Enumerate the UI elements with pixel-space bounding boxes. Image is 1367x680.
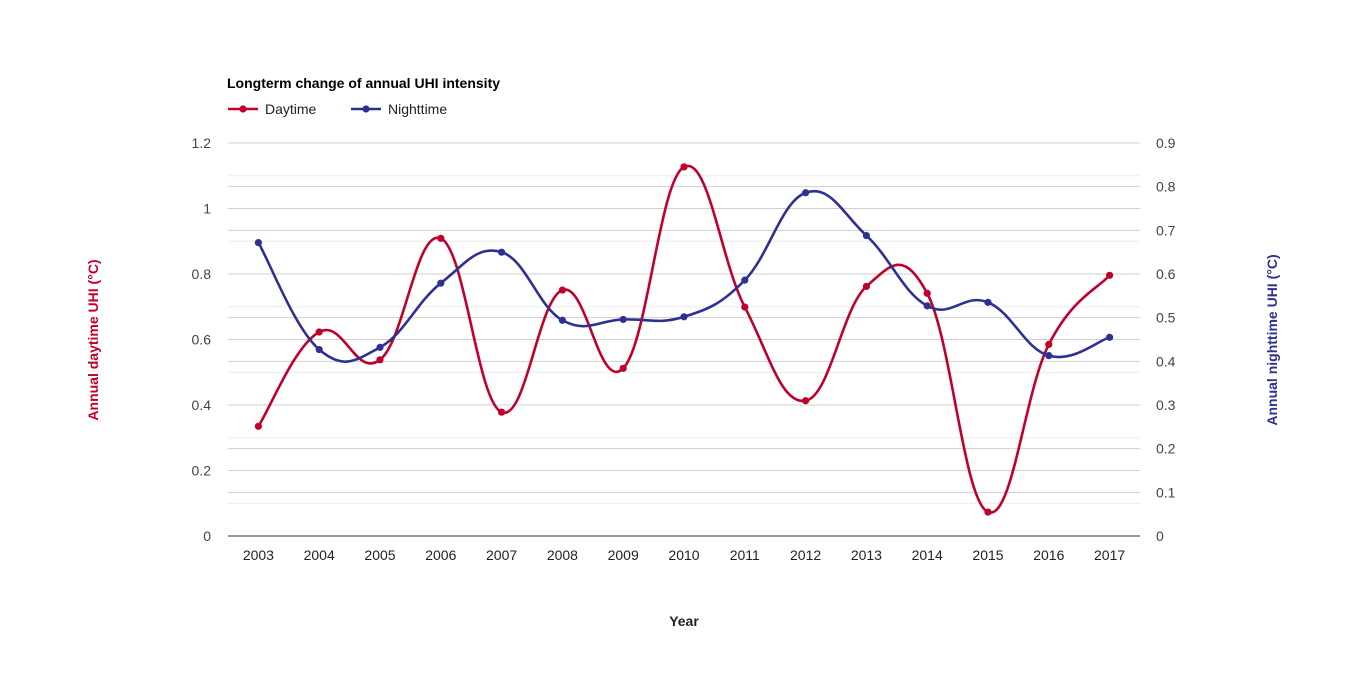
x-tick-label: 2010 xyxy=(668,547,699,563)
x-tick-label: 2006 xyxy=(425,547,456,563)
left-axis-title: Annual daytime UHI (°C) xyxy=(85,259,101,420)
right-tick-label: 0.6 xyxy=(1156,266,1176,282)
legend-label: Nighttime xyxy=(388,101,447,117)
nighttime-point xyxy=(619,315,627,324)
x-tick-label: 2004 xyxy=(304,547,335,563)
x-tick-label: 2007 xyxy=(486,547,517,563)
daytime-point xyxy=(498,408,506,416)
left-axis-ticks: 0 0.2 0.4 0.6 0.8 1 1.2 xyxy=(192,135,212,544)
x-tick-label: 2015 xyxy=(972,547,1003,563)
right-tick-label: 0.3 xyxy=(1156,397,1176,413)
daytime-point xyxy=(254,422,262,430)
left-tick-label: 0.2 xyxy=(192,463,212,479)
nighttime-point xyxy=(254,238,262,247)
series-points xyxy=(254,163,1114,516)
nighttime-point xyxy=(315,345,323,354)
x-tick-label: 2009 xyxy=(608,547,639,563)
daytime-point xyxy=(1106,271,1114,279)
nighttime-point xyxy=(558,316,567,324)
right-tick-label: 0.8 xyxy=(1156,179,1176,195)
nighttime-point xyxy=(1106,333,1114,341)
nighttime-point xyxy=(923,302,931,310)
legend-item-nighttime: Nighttime xyxy=(351,101,447,117)
x-tick-label: 2013 xyxy=(851,547,882,563)
left-tick-label: 1 xyxy=(203,201,211,217)
x-tick-label: 2016 xyxy=(1033,547,1064,563)
x-axis-title: Year xyxy=(669,613,699,629)
nighttime-point xyxy=(376,343,384,351)
right-tick-label: 0 xyxy=(1156,528,1164,544)
nighttime-point xyxy=(984,298,992,306)
daytime-point xyxy=(741,303,749,311)
x-tick-label: 2011 xyxy=(730,547,760,563)
daytime-point xyxy=(923,289,931,297)
nighttime-point xyxy=(1045,352,1053,360)
x-axis-ticks: 2003 2004 2005 2006 2007 2008 2009 2010 2011 2012… xyxy=(243,547,1126,563)
daytime-point xyxy=(619,364,627,372)
legend-label: Daytime xyxy=(265,101,317,117)
legend-item-daytime: Daytime xyxy=(228,101,317,117)
right-tick-label: 0.9 xyxy=(1156,135,1176,151)
daytime-point xyxy=(558,286,567,294)
nighttime-point xyxy=(680,313,688,321)
x-tick-label: 2005 xyxy=(364,547,395,563)
daytime-point xyxy=(862,282,871,291)
legend-swatch-point xyxy=(362,105,370,113)
x-tick-label: 2012 xyxy=(790,547,821,563)
daytime-point xyxy=(984,508,992,516)
daytime-point xyxy=(376,356,384,364)
right-axis-title: Annual nighttime UHI (°C) xyxy=(1264,254,1280,425)
left-tick-label: 1.2 xyxy=(192,135,212,151)
daytime-point xyxy=(802,397,810,405)
right-axis-ticks: 0 0.1 0.2 0.3 0.4 0.5 0.6 0.7 0.8 0.9 xyxy=(1156,135,1176,544)
x-tick-label: 2008 xyxy=(547,547,578,563)
nighttime-line xyxy=(257,189,1111,363)
legend: Daytime Nighttime xyxy=(228,101,447,117)
right-tick-label: 0.1 xyxy=(1156,484,1176,500)
left-tick-label: 0.4 xyxy=(192,397,212,413)
chart-title: Longterm change of annual UHI intensity xyxy=(227,75,500,91)
daytime-point xyxy=(315,328,323,336)
left-tick-label: 0.8 xyxy=(192,266,212,282)
x-tick-label: 2017 xyxy=(1094,547,1125,563)
right-tick-label: 0.2 xyxy=(1156,441,1176,457)
nighttime-point xyxy=(741,276,749,284)
daytime-point xyxy=(437,234,445,242)
nighttime-point xyxy=(802,189,810,197)
legend-swatch-point xyxy=(239,105,247,113)
daytime-line xyxy=(257,164,1111,514)
daytime-point xyxy=(680,163,688,171)
nighttime-point xyxy=(498,248,506,256)
left-tick-label: 0.6 xyxy=(192,332,212,348)
x-tick-label: 2003 xyxy=(243,547,274,563)
right-tick-label: 0.5 xyxy=(1156,310,1176,326)
daytime-point xyxy=(1045,340,1053,349)
nighttime-point xyxy=(437,279,445,287)
nighttime-point xyxy=(862,231,871,240)
x-tick-label: 2014 xyxy=(912,547,943,563)
right-tick-label: 0.4 xyxy=(1156,353,1176,369)
grid-lines xyxy=(228,142,1140,537)
right-tick-label: 0.7 xyxy=(1156,222,1176,238)
left-tick-label: 0 xyxy=(203,528,211,544)
